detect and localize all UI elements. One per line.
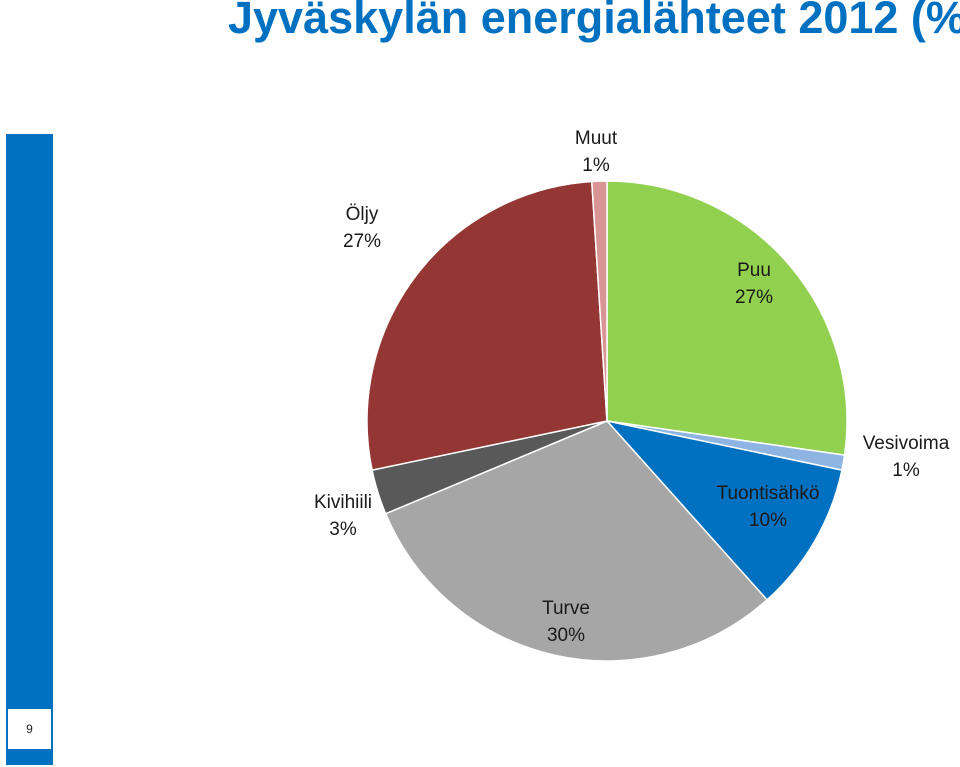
slice-value-label: 27% (735, 287, 773, 308)
slice-value-label: 1% (582, 155, 610, 176)
pie-slice-2 (604, 419, 843, 601)
slice-value-label: 3% (329, 519, 357, 540)
page-number: 9 (8, 709, 51, 749)
slice-value-label: 1% (892, 460, 920, 481)
slice-value-label: 27% (343, 231, 381, 252)
slice-name-label: Turve (542, 598, 590, 619)
slice-name-label: Puu (737, 260, 771, 281)
pie-slice-0 (606, 180, 848, 457)
page-title: Jyväskylän energialähteet 2012 (%) (228, 0, 960, 43)
slice-name-label: Vesivoima (863, 433, 950, 454)
slice-name-label: Öljy (346, 204, 379, 225)
side-accent-bar (6, 134, 53, 765)
pie-slice-6 (590, 180, 608, 422)
pie-slice-5 (366, 180, 608, 472)
pie-labels: Puu 27% Vesivoima 1% Tuontisähkö 10% Turve 30% K… (314, 128, 950, 646)
pie-slice-3 (384, 420, 769, 662)
slice-name-label: Muut (575, 128, 618, 149)
pie-slices (366, 180, 848, 662)
slice-name-label: Tuontisähkö (717, 483, 820, 504)
slice-name-label: Kivihiili (314, 492, 372, 513)
slice-value-label: 10% (749, 510, 787, 531)
slice-value-label: 30% (547, 625, 585, 646)
